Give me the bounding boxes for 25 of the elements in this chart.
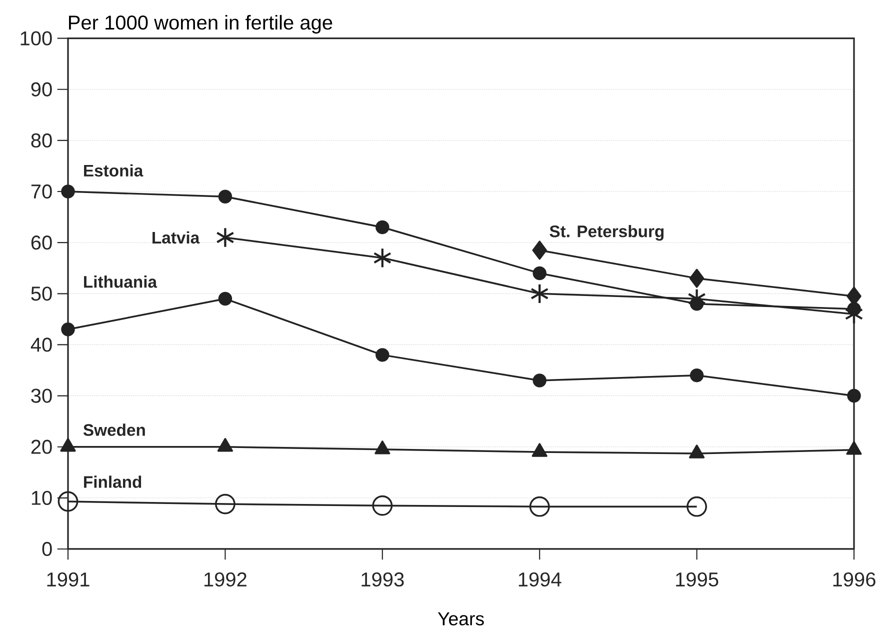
y-tick-label: 70 bbox=[31, 184, 52, 199]
x-tick-label: 1994 bbox=[518, 572, 562, 587]
y-tick-label: 100 bbox=[20, 31, 52, 46]
series-label: Lithuania bbox=[84, 276, 158, 288]
series-label: Sweden bbox=[83, 424, 145, 436]
y-tick-label: 80 bbox=[31, 133, 52, 148]
y-axis-title: Per 1000 women in fertile age bbox=[69, 14, 332, 34]
y-tick-label: 60 bbox=[31, 236, 52, 250]
x-tick-label: 1995 bbox=[676, 572, 718, 587]
series-label: Estonia bbox=[84, 164, 144, 177]
x-tick-label: 1993 bbox=[362, 572, 404, 587]
series-label: Finland bbox=[84, 476, 142, 488]
y-tick-label: 30 bbox=[31, 388, 52, 403]
x-tick-label: 1991 bbox=[47, 572, 90, 587]
series-label: St. Petersburg bbox=[550, 225, 664, 241]
x-tick-label: 1996 bbox=[833, 572, 876, 587]
series-label: Latvia bbox=[152, 231, 200, 244]
y-tick-label: 50 bbox=[31, 286, 52, 301]
x-tick-label: 1992 bbox=[204, 572, 246, 587]
x-axis-title: Years bbox=[438, 612, 484, 626]
y-tick-label: 0 bbox=[42, 542, 52, 556]
y-tick-label: 40 bbox=[30, 338, 52, 352]
y-tick-label: 90 bbox=[31, 82, 52, 96]
y-tick-label: 20 bbox=[31, 440, 52, 454]
y-tick-label: 10 bbox=[32, 490, 52, 505]
